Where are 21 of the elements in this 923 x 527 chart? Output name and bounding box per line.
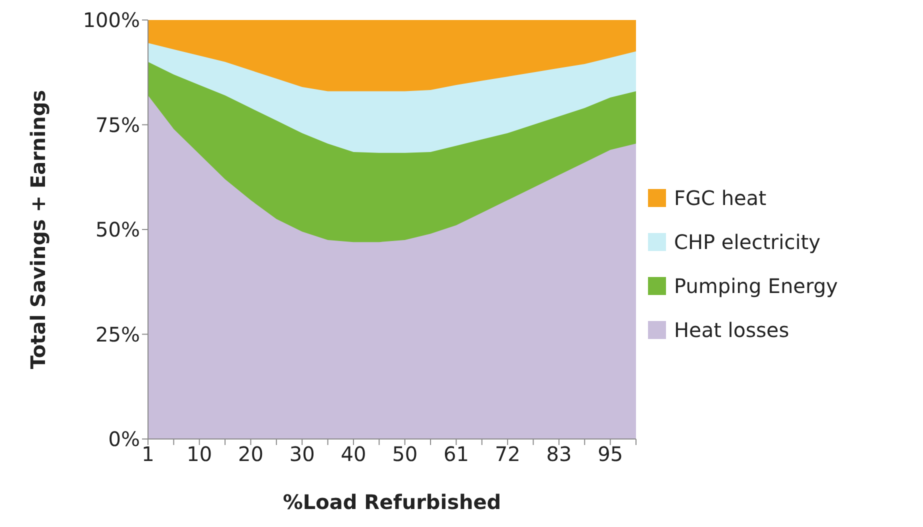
legend-label: Pumping Energy bbox=[674, 274, 838, 298]
legend-label: CHP electricity bbox=[674, 230, 820, 254]
legend-label: Heat losses bbox=[674, 318, 790, 342]
x-tick-label: 61 bbox=[443, 442, 469, 466]
y-tick-label: 0% bbox=[108, 427, 140, 452]
y-tick-label: 25% bbox=[96, 322, 140, 346]
x-tick-label: 1 bbox=[142, 442, 154, 466]
x-tick-label: 30 bbox=[289, 442, 315, 466]
x-tick-label: 72 bbox=[494, 442, 520, 466]
y-tick-label: 100% bbox=[82, 8, 140, 32]
legend-label: FGC heat bbox=[674, 186, 766, 210]
x-axis-title: %Load Refurbished bbox=[282, 490, 502, 514]
x-tick-label: 95 bbox=[598, 442, 624, 466]
x-tick-label: 20 bbox=[238, 442, 264, 466]
x-tick-label: 50 bbox=[392, 442, 418, 466]
x-tick-label: 10 bbox=[186, 442, 212, 466]
y-tick-label: 50% bbox=[96, 218, 140, 242]
x-tick-label: 83 bbox=[546, 442, 572, 466]
x-tick-label: 40 bbox=[340, 442, 366, 466]
y-tick-label: 75% bbox=[96, 112, 140, 137]
y-axis-title: Total Savings + Earnings bbox=[26, 90, 50, 370]
